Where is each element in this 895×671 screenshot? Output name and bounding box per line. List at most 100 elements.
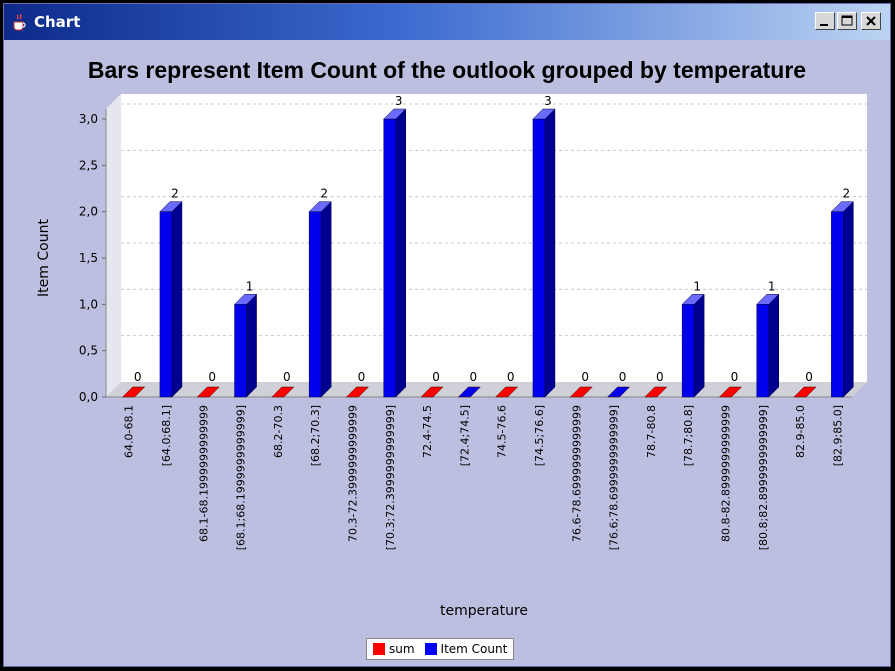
chart-window: Chart Bars represent Item Count of the o… <box>3 3 891 667</box>
bar <box>756 304 769 398</box>
y-axis-label: Item Count <box>36 219 52 297</box>
bar-zero <box>196 386 220 398</box>
bar-zero <box>122 386 146 398</box>
bar-zero <box>569 386 593 398</box>
y-tick-label: 2,5 <box>79 158 98 172</box>
bar <box>831 211 844 398</box>
category-label: [70.3;72.3999999999999] <box>384 405 397 550</box>
bar-side <box>544 108 556 398</box>
bar-zero <box>606 386 631 398</box>
bar-zero <box>420 386 444 398</box>
minimize-button[interactable] <box>815 12 835 30</box>
data-label: 0 <box>283 370 291 384</box>
java-cup-icon <box>13 13 26 31</box>
bar-side <box>843 201 854 398</box>
y-tick-label: 3,0 <box>79 112 98 126</box>
bar-zero <box>644 386 668 398</box>
category-label: [78.7;80.8] <box>682 405 695 466</box>
category-label: 78.7-80.8 <box>645 405 658 458</box>
bar <box>383 118 396 398</box>
y-tick-label: 0,5 <box>79 344 98 358</box>
category-label: 74.5-76.6 <box>496 405 509 458</box>
chart-title: Bars represent Item Count of the outlook… <box>87 57 807 83</box>
category-label: [76.6;78.6999999999999] <box>608 405 621 550</box>
category-label: [72.4;74.5] <box>458 405 471 466</box>
category-label: 68.1-68.1999999999999 <box>197 405 210 542</box>
title-bar[interactable]: Chart <box>4 4 890 40</box>
category-label: 70.3-72.3999999999999 <box>346 405 359 542</box>
category-label: [82.9;85.0] <box>831 405 844 466</box>
close-button[interactable] <box>861 12 881 30</box>
window-title: Chart <box>34 13 81 31</box>
bar-zero <box>457 386 481 398</box>
data-label: 0 <box>470 370 478 384</box>
y-tick-label: 1,5 <box>79 251 98 265</box>
bar-side <box>246 293 257 398</box>
plot-floor <box>106 382 867 397</box>
bar-zero <box>718 386 743 398</box>
plot-side-wall <box>106 94 121 397</box>
bar-side <box>395 108 406 398</box>
data-label: 1 <box>768 279 776 293</box>
plot-area <box>106 94 867 397</box>
category-label: [64.0;68.1] <box>160 405 173 466</box>
category-label: 76.6-78.6999999999999 <box>570 405 583 542</box>
data-label: 0 <box>507 370 515 384</box>
bar-chart: 0,0 0,5 1,0 1,5 2,0 2,5 3,0 Item Count temperatu… <box>36 94 867 619</box>
y-tick-label: 2,0 <box>79 205 98 219</box>
legend-item-sum: sum <box>373 642 415 656</box>
bar-side <box>693 293 705 398</box>
bar <box>234 304 247 398</box>
legend-label-count: Item Count <box>440 642 508 656</box>
bar <box>681 304 695 398</box>
category-label: 64.0-68.1 <box>123 405 136 458</box>
minimize-icon <box>820 24 828 26</box>
data-label: 0 <box>656 370 664 384</box>
bar-zero <box>345 386 370 398</box>
bar-top <box>756 294 780 305</box>
maximize-icon <box>841 15 853 26</box>
category-label: 82.9-85.0 <box>794 405 807 458</box>
bar-side <box>768 293 779 398</box>
close-icon <box>866 16 876 26</box>
bar <box>532 118 546 398</box>
legend-swatch-count <box>424 643 437 655</box>
bar-top <box>159 201 183 212</box>
legend-item-count: Item Count <box>424 642 508 656</box>
data-label: 2 <box>320 187 328 201</box>
bar-top <box>830 201 854 212</box>
bar-side <box>171 201 183 398</box>
data-label: 3 <box>544 94 552 108</box>
legend-label-sum: sum <box>389 642 415 656</box>
bar-zero <box>793 386 817 398</box>
bar-top <box>308 201 332 212</box>
data-label: 1 <box>693 279 701 293</box>
bar <box>308 211 322 398</box>
data-label: 2 <box>843 187 851 201</box>
category-label: 72.4-74.5 <box>421 405 434 458</box>
category-label: [74.5;76.6] <box>533 405 546 466</box>
bar-top <box>532 108 556 120</box>
bar-side <box>320 201 332 398</box>
data-label: 0 <box>619 370 627 384</box>
y-tick-label: 1,0 <box>79 297 98 311</box>
maximize-button[interactable] <box>837 12 857 30</box>
bar <box>159 211 173 398</box>
category-label: 68.2-70.3 <box>272 405 285 458</box>
data-label: 0 <box>358 370 366 384</box>
data-label: 2 <box>171 187 179 201</box>
category-label: 80.8-82.8999999999999 <box>719 405 732 542</box>
data-label: 0 <box>805 370 813 384</box>
bar-zero <box>271 386 295 398</box>
bar-top <box>383 108 407 120</box>
x-axis-label: temperature <box>440 603 528 619</box>
category-label: [68.2;70.3] <box>309 405 322 466</box>
bar-zero <box>495 386 519 398</box>
data-label: 1 <box>246 279 254 293</box>
data-label: 0 <box>134 370 142 384</box>
data-label: 0 <box>432 370 440 384</box>
data-label: 0 <box>581 370 589 384</box>
chart-legend: sum Item Count <box>366 638 515 660</box>
data-label: 0 <box>208 370 216 384</box>
data-label: 3 <box>395 94 403 108</box>
